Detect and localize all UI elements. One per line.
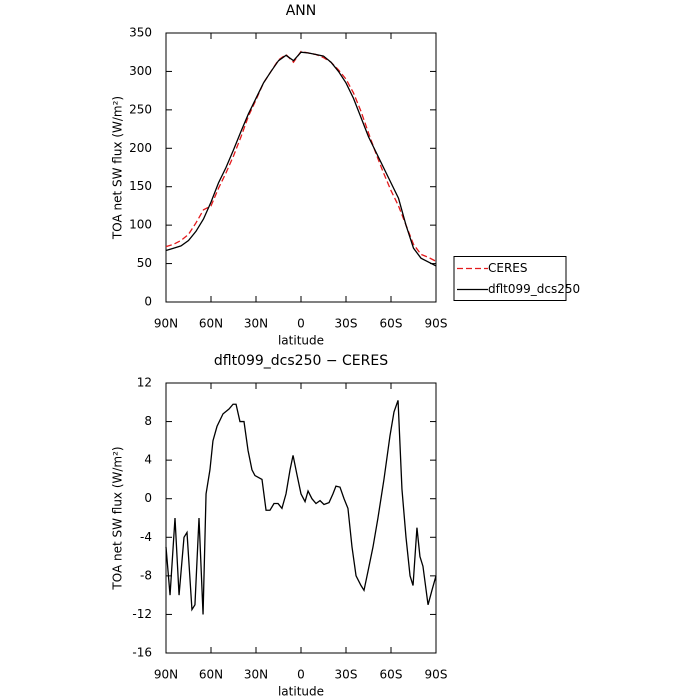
x-axis-label: latitude xyxy=(278,685,324,699)
x-tick-label: 0 xyxy=(297,668,305,682)
x-axis-label: latitude xyxy=(278,334,324,348)
data-line xyxy=(165,51,437,267)
x-tick-label: 30S xyxy=(335,668,358,682)
y-tick-label: 350 xyxy=(129,26,152,40)
y-tick-label: 150 xyxy=(129,179,152,193)
x-tick-label: 60N xyxy=(199,317,223,331)
data-line xyxy=(165,50,437,262)
x-tick-label: 90N xyxy=(154,668,178,682)
y-tick-label: 200 xyxy=(129,141,152,155)
y-tick-label: -8 xyxy=(140,568,152,582)
y-tick-label: -12 xyxy=(132,607,152,621)
x-tick-label: 60N xyxy=(199,668,223,682)
legend-box xyxy=(453,256,567,301)
y-tick-label: 300 xyxy=(129,64,152,78)
data-line xyxy=(165,400,437,615)
x-tick-label: 90S xyxy=(425,317,448,331)
y-tick-label: 50 xyxy=(137,256,152,270)
x-tick-label: 30N xyxy=(244,317,268,331)
x-tick-label: 30S xyxy=(335,317,358,331)
chart-title: dflt099_dcs250 − CERES xyxy=(214,353,388,369)
y-tick-label: 100 xyxy=(129,218,152,232)
y-tick-label: 250 xyxy=(129,102,152,116)
y-axis-label: TOA net SW flux (W/m²) xyxy=(111,96,125,240)
x-tick-label: 90S xyxy=(425,668,448,682)
y-tick-label: 0 xyxy=(144,491,152,505)
x-tick-label: 30N xyxy=(244,668,268,682)
y-tick-label: 12 xyxy=(137,376,152,390)
x-tick-label: 0 xyxy=(297,317,305,331)
plot-frame xyxy=(165,32,437,303)
x-tick-label: 90N xyxy=(154,317,178,331)
y-tick-label: 8 xyxy=(144,414,152,428)
x-tick-label: 60S xyxy=(380,317,403,331)
legend-label: dflt099_dcs250 xyxy=(488,282,580,296)
y-tick-label: 0 xyxy=(144,295,152,309)
y-axis-label: TOA net SW flux (W/m²) xyxy=(111,446,125,590)
legend-label: CERES xyxy=(488,261,528,275)
plot-frame xyxy=(165,382,437,654)
y-tick-label: -4 xyxy=(140,530,152,544)
y-tick-label: 4 xyxy=(144,453,152,467)
chart-title: ANN xyxy=(286,3,317,19)
y-tick-label: -16 xyxy=(132,646,152,660)
x-tick-label: 60S xyxy=(380,668,403,682)
